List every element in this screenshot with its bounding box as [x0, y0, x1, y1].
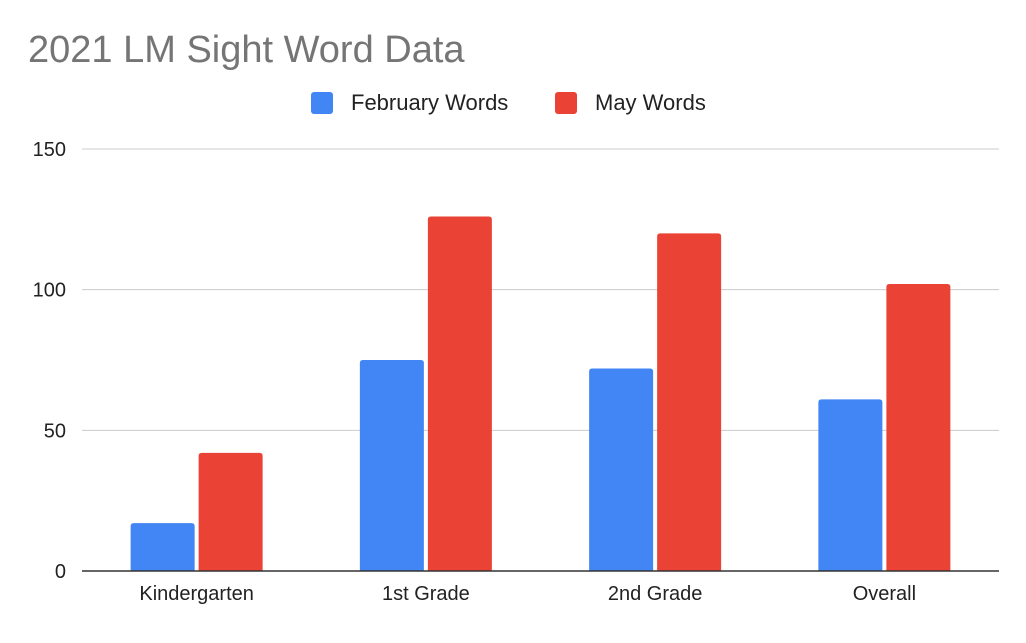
legend-swatch	[555, 92, 577, 114]
legend-label: February Words	[351, 90, 508, 115]
x-axis-labels: Kindergarten 1st Grade 2nd Grade Overall	[139, 583, 916, 605]
chart-title: 2021 LM Sight Word Data	[28, 29, 465, 71]
gridlines	[82, 148, 999, 431]
bar-february-words-1st-grade	[359, 360, 424, 571]
x-tick-label: Kindergarten	[139, 583, 254, 605]
x-tick-label: 2nd Grade	[608, 583, 703, 605]
bar-february-words-kindergarten	[130, 523, 195, 571]
bar-may-words-2nd-grade	[657, 233, 722, 571]
bar-may-words-overall	[886, 284, 951, 571]
y-tick-label: 150	[33, 139, 66, 161]
legend: February Words May Words	[311, 90, 706, 115]
bar-february-words-overall	[818, 399, 883, 571]
legend-label: May Words	[595, 90, 706, 115]
y-tick-label: 100	[33, 280, 66, 302]
bar-february-words-2nd-grade	[589, 368, 654, 571]
bar-may-words-1st-grade	[427, 216, 492, 571]
bars	[130, 216, 951, 571]
bar-may-words-kindergarten	[198, 452, 263, 571]
y-tick-label: 0	[55, 561, 66, 583]
y-tick-label: 50	[44, 420, 66, 442]
x-tick-label: 1st Grade	[382, 583, 470, 605]
y-axis-ticks: 0 50 100 150	[33, 139, 66, 583]
x-tick-label: Overall	[853, 583, 916, 605]
legend-swatch	[311, 92, 333, 114]
